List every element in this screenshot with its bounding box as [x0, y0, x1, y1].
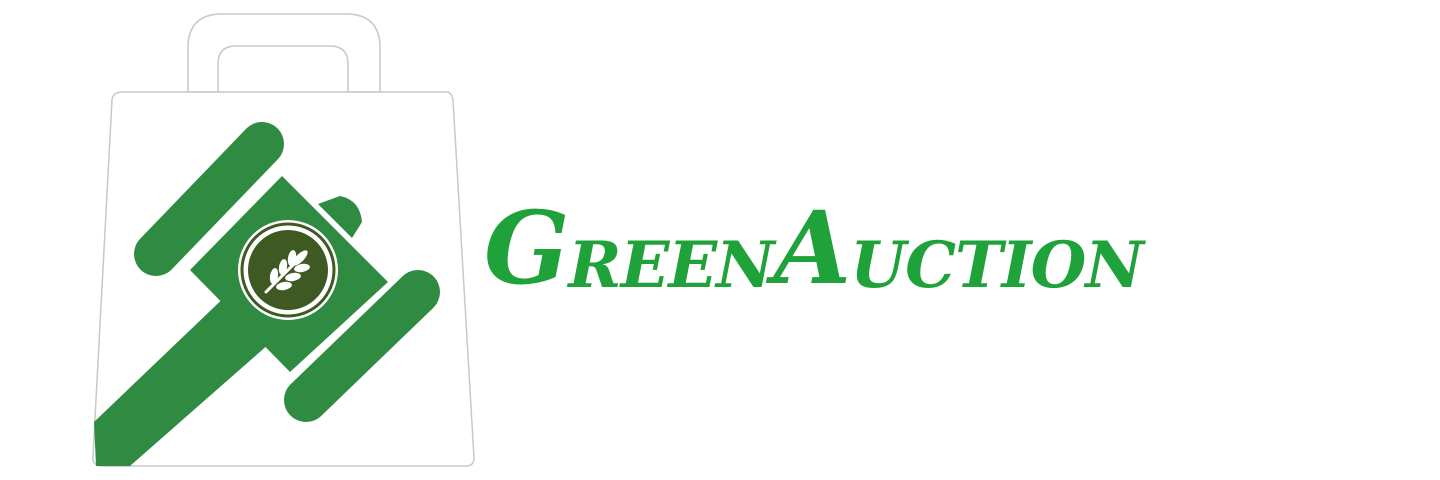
- wheat-icon: [238, 220, 338, 320]
- logo-icon: [92, 13, 475, 467]
- brand-wordmark: Green Auction: [484, 178, 1144, 307]
- brand-rest-1: reen: [568, 228, 774, 303]
- brand-rest-2: uction: [850, 228, 1144, 303]
- brand-cap-1: G: [484, 189, 569, 307]
- brand-cap-2: A: [773, 189, 852, 307]
